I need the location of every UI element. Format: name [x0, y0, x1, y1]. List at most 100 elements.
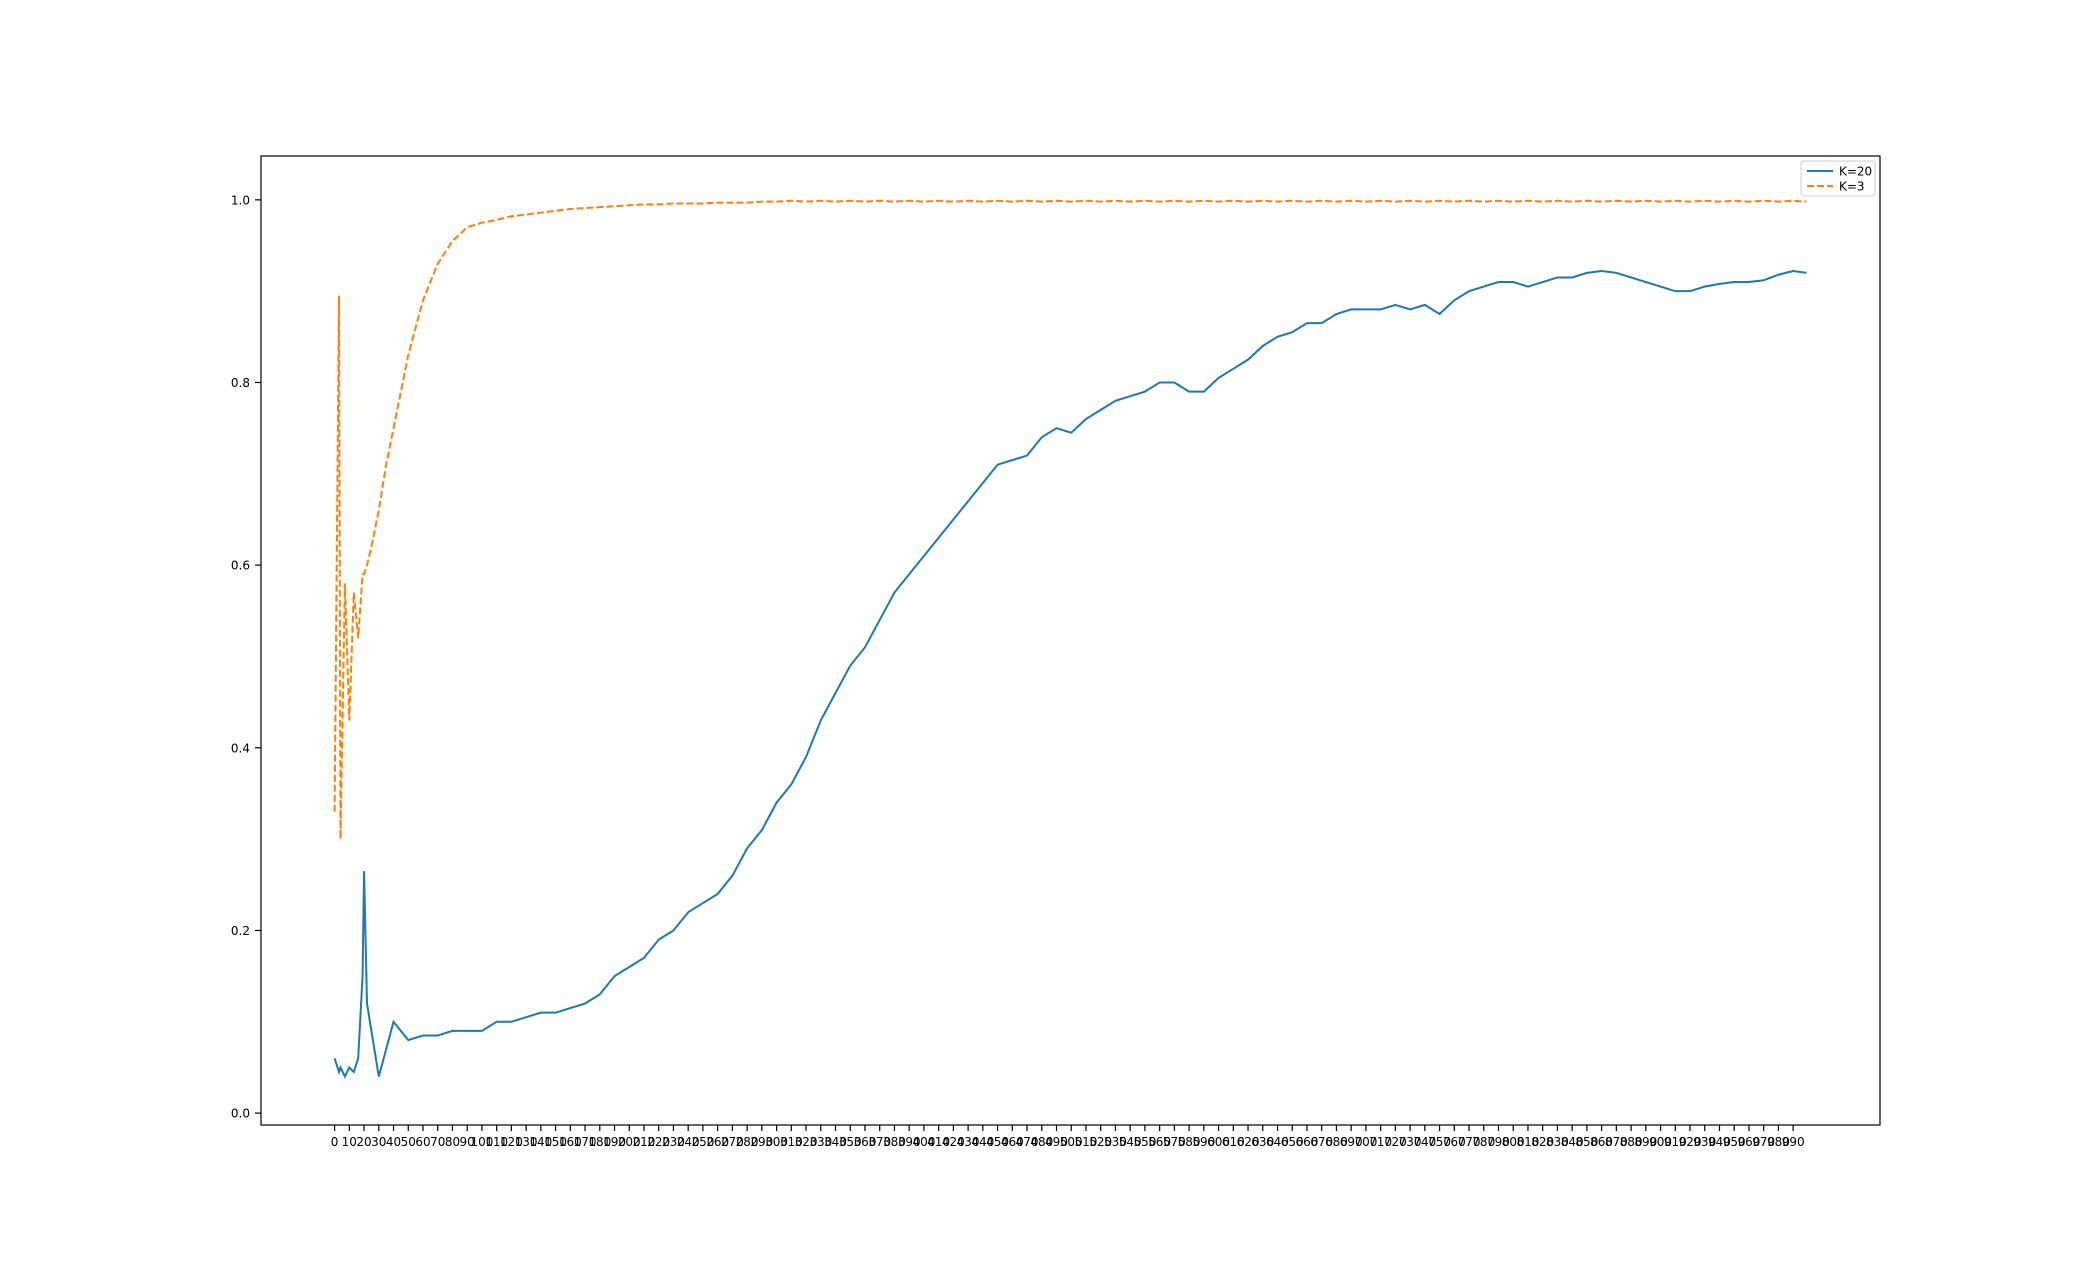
x-tick-label: 480 — [1030, 1135, 1053, 1149]
x-tick-label: 440 — [971, 1135, 994, 1149]
x-tick-label: 170 — [574, 1135, 597, 1149]
x-tick-label: 300 — [765, 1135, 788, 1149]
x-tick-label: 130 — [515, 1135, 538, 1149]
x-tick-label: 420 — [942, 1135, 965, 1149]
x-tick-label: 380 — [883, 1135, 906, 1149]
x-tick-label: 430 — [957, 1135, 980, 1149]
legend-label: K=3 — [1839, 180, 1865, 194]
x-tick-label: 540 — [1119, 1135, 1142, 1149]
x-tick-label: 370 — [868, 1135, 891, 1149]
x-tick-label: 860 — [1590, 1135, 1613, 1149]
x-tick-label: 670 — [1310, 1135, 1333, 1149]
x-tick-label: 870 — [1605, 1135, 1628, 1149]
y-tick-label: 0.4 — [231, 741, 250, 755]
x-tick-label: 70 — [430, 1135, 445, 1149]
y-tick-label: 0.8 — [231, 376, 250, 390]
x-tick-label: 150 — [544, 1135, 567, 1149]
x-tick-label: 410 — [927, 1135, 950, 1149]
x-tick-label: 30 — [371, 1135, 386, 1149]
x-tick-label: 160 — [559, 1135, 582, 1149]
x-tick-label: 360 — [854, 1135, 877, 1149]
x-tick-label: 880 — [1620, 1135, 1643, 1149]
x-tick-label: 240 — [677, 1135, 700, 1149]
x-tick-label: 390 — [898, 1135, 921, 1149]
x-tick-label: 650 — [1281, 1135, 1304, 1149]
x-tick-label: 780 — [1472, 1135, 1495, 1149]
x-tick-label: 310 — [780, 1135, 803, 1149]
x-tick-label: 890 — [1634, 1135, 1657, 1149]
x-tick-label: 800 — [1502, 1135, 1525, 1149]
x-tick-label: 560 — [1148, 1135, 1171, 1149]
x-tick-label: 260 — [706, 1135, 729, 1149]
x-tick-label: 10 — [342, 1135, 357, 1149]
x-tick-label: 500 — [1060, 1135, 1083, 1149]
x-tick-label: 580 — [1178, 1135, 1201, 1149]
x-tick-label: 330 — [809, 1135, 832, 1149]
x-tick-label: 600 — [1207, 1135, 1230, 1149]
x-tick-label: 930 — [1693, 1135, 1716, 1149]
x-tick-label: 630 — [1251, 1135, 1274, 1149]
y-tick-label: 0.0 — [231, 1107, 250, 1121]
x-tick-label: 60 — [415, 1135, 430, 1149]
x-tick-label: 720 — [1384, 1135, 1407, 1149]
x-tick-label: 570 — [1163, 1135, 1186, 1149]
x-tick-label: 470 — [1016, 1135, 1039, 1149]
x-tick-label: 120 — [500, 1135, 523, 1149]
x-tick-label: 660 — [1296, 1135, 1319, 1149]
x-tick-label: 820 — [1531, 1135, 1554, 1149]
x-tick-label: 460 — [1001, 1135, 1024, 1149]
x-tick-label: 200 — [618, 1135, 641, 1149]
x-tick-label: 180 — [588, 1135, 611, 1149]
x-tick-label: 80 — [445, 1135, 460, 1149]
x-tick-label: 140 — [529, 1135, 552, 1149]
legend-box — [1800, 160, 1876, 197]
line-series — [333, 199, 1807, 840]
x-tick-label: 770 — [1458, 1135, 1481, 1149]
y-tick-label: 0.2 — [231, 924, 250, 938]
y-tick-label: 1.0 — [231, 193, 250, 207]
x-tick-label: 50 — [401, 1135, 416, 1149]
x-tick-label: 110 — [485, 1135, 508, 1149]
x-tick-label: 920 — [1679, 1135, 1702, 1149]
x-tick-label: 400 — [912, 1135, 935, 1149]
x-tick-label: 40 — [386, 1135, 401, 1149]
x-tick-label: 590 — [1192, 1135, 1215, 1149]
x-tick-label: 680 — [1325, 1135, 1348, 1149]
x-tick-label: 840 — [1561, 1135, 1584, 1149]
plot-frame — [260, 155, 1881, 1126]
x-tick-label: 690 — [1340, 1135, 1363, 1149]
x-tick-label: 90 — [460, 1135, 475, 1149]
x-tick-label: 910 — [1664, 1135, 1687, 1149]
x-tick-label: 270 — [721, 1135, 744, 1149]
x-tick-label: 20 — [356, 1135, 371, 1149]
y-tick-label: 0.6 — [231, 559, 250, 573]
x-tick-label: 550 — [1133, 1135, 1156, 1149]
x-tick-label: 250 — [691, 1135, 714, 1149]
x-tick-label: 490 — [1045, 1135, 1068, 1149]
x-tick-label: 850 — [1575, 1135, 1598, 1149]
line-series — [333, 270, 1807, 1079]
x-tick-label: 530 — [1104, 1135, 1127, 1149]
x-tick-label: 280 — [736, 1135, 759, 1149]
x-tick-label: 940 — [1708, 1135, 1731, 1149]
x-tick-label: 520 — [1089, 1135, 1112, 1149]
x-tick-label: 100 — [470, 1135, 493, 1149]
x-tick-label: 450 — [986, 1135, 1009, 1149]
x-tick-label: 740 — [1413, 1135, 1436, 1149]
x-tick-label: 960 — [1737, 1135, 1760, 1149]
x-tick-label: 340 — [824, 1135, 847, 1149]
x-tick-label: 760 — [1443, 1135, 1466, 1149]
x-tick-label: 980 — [1767, 1135, 1790, 1149]
x-tick-label: 730 — [1399, 1135, 1422, 1149]
x-tick-label: 320 — [795, 1135, 818, 1149]
x-tick-label: 350 — [839, 1135, 862, 1149]
x-tick-label: 750 — [1428, 1135, 1451, 1149]
x-tick-label: 810 — [1517, 1135, 1540, 1149]
x-tick-label: 0 — [331, 1135, 339, 1149]
x-tick-label: 950 — [1723, 1135, 1746, 1149]
x-tick-label: 970 — [1752, 1135, 1775, 1149]
x-tick-label: 710 — [1369, 1135, 1392, 1149]
x-tick-label: 610 — [1222, 1135, 1245, 1149]
